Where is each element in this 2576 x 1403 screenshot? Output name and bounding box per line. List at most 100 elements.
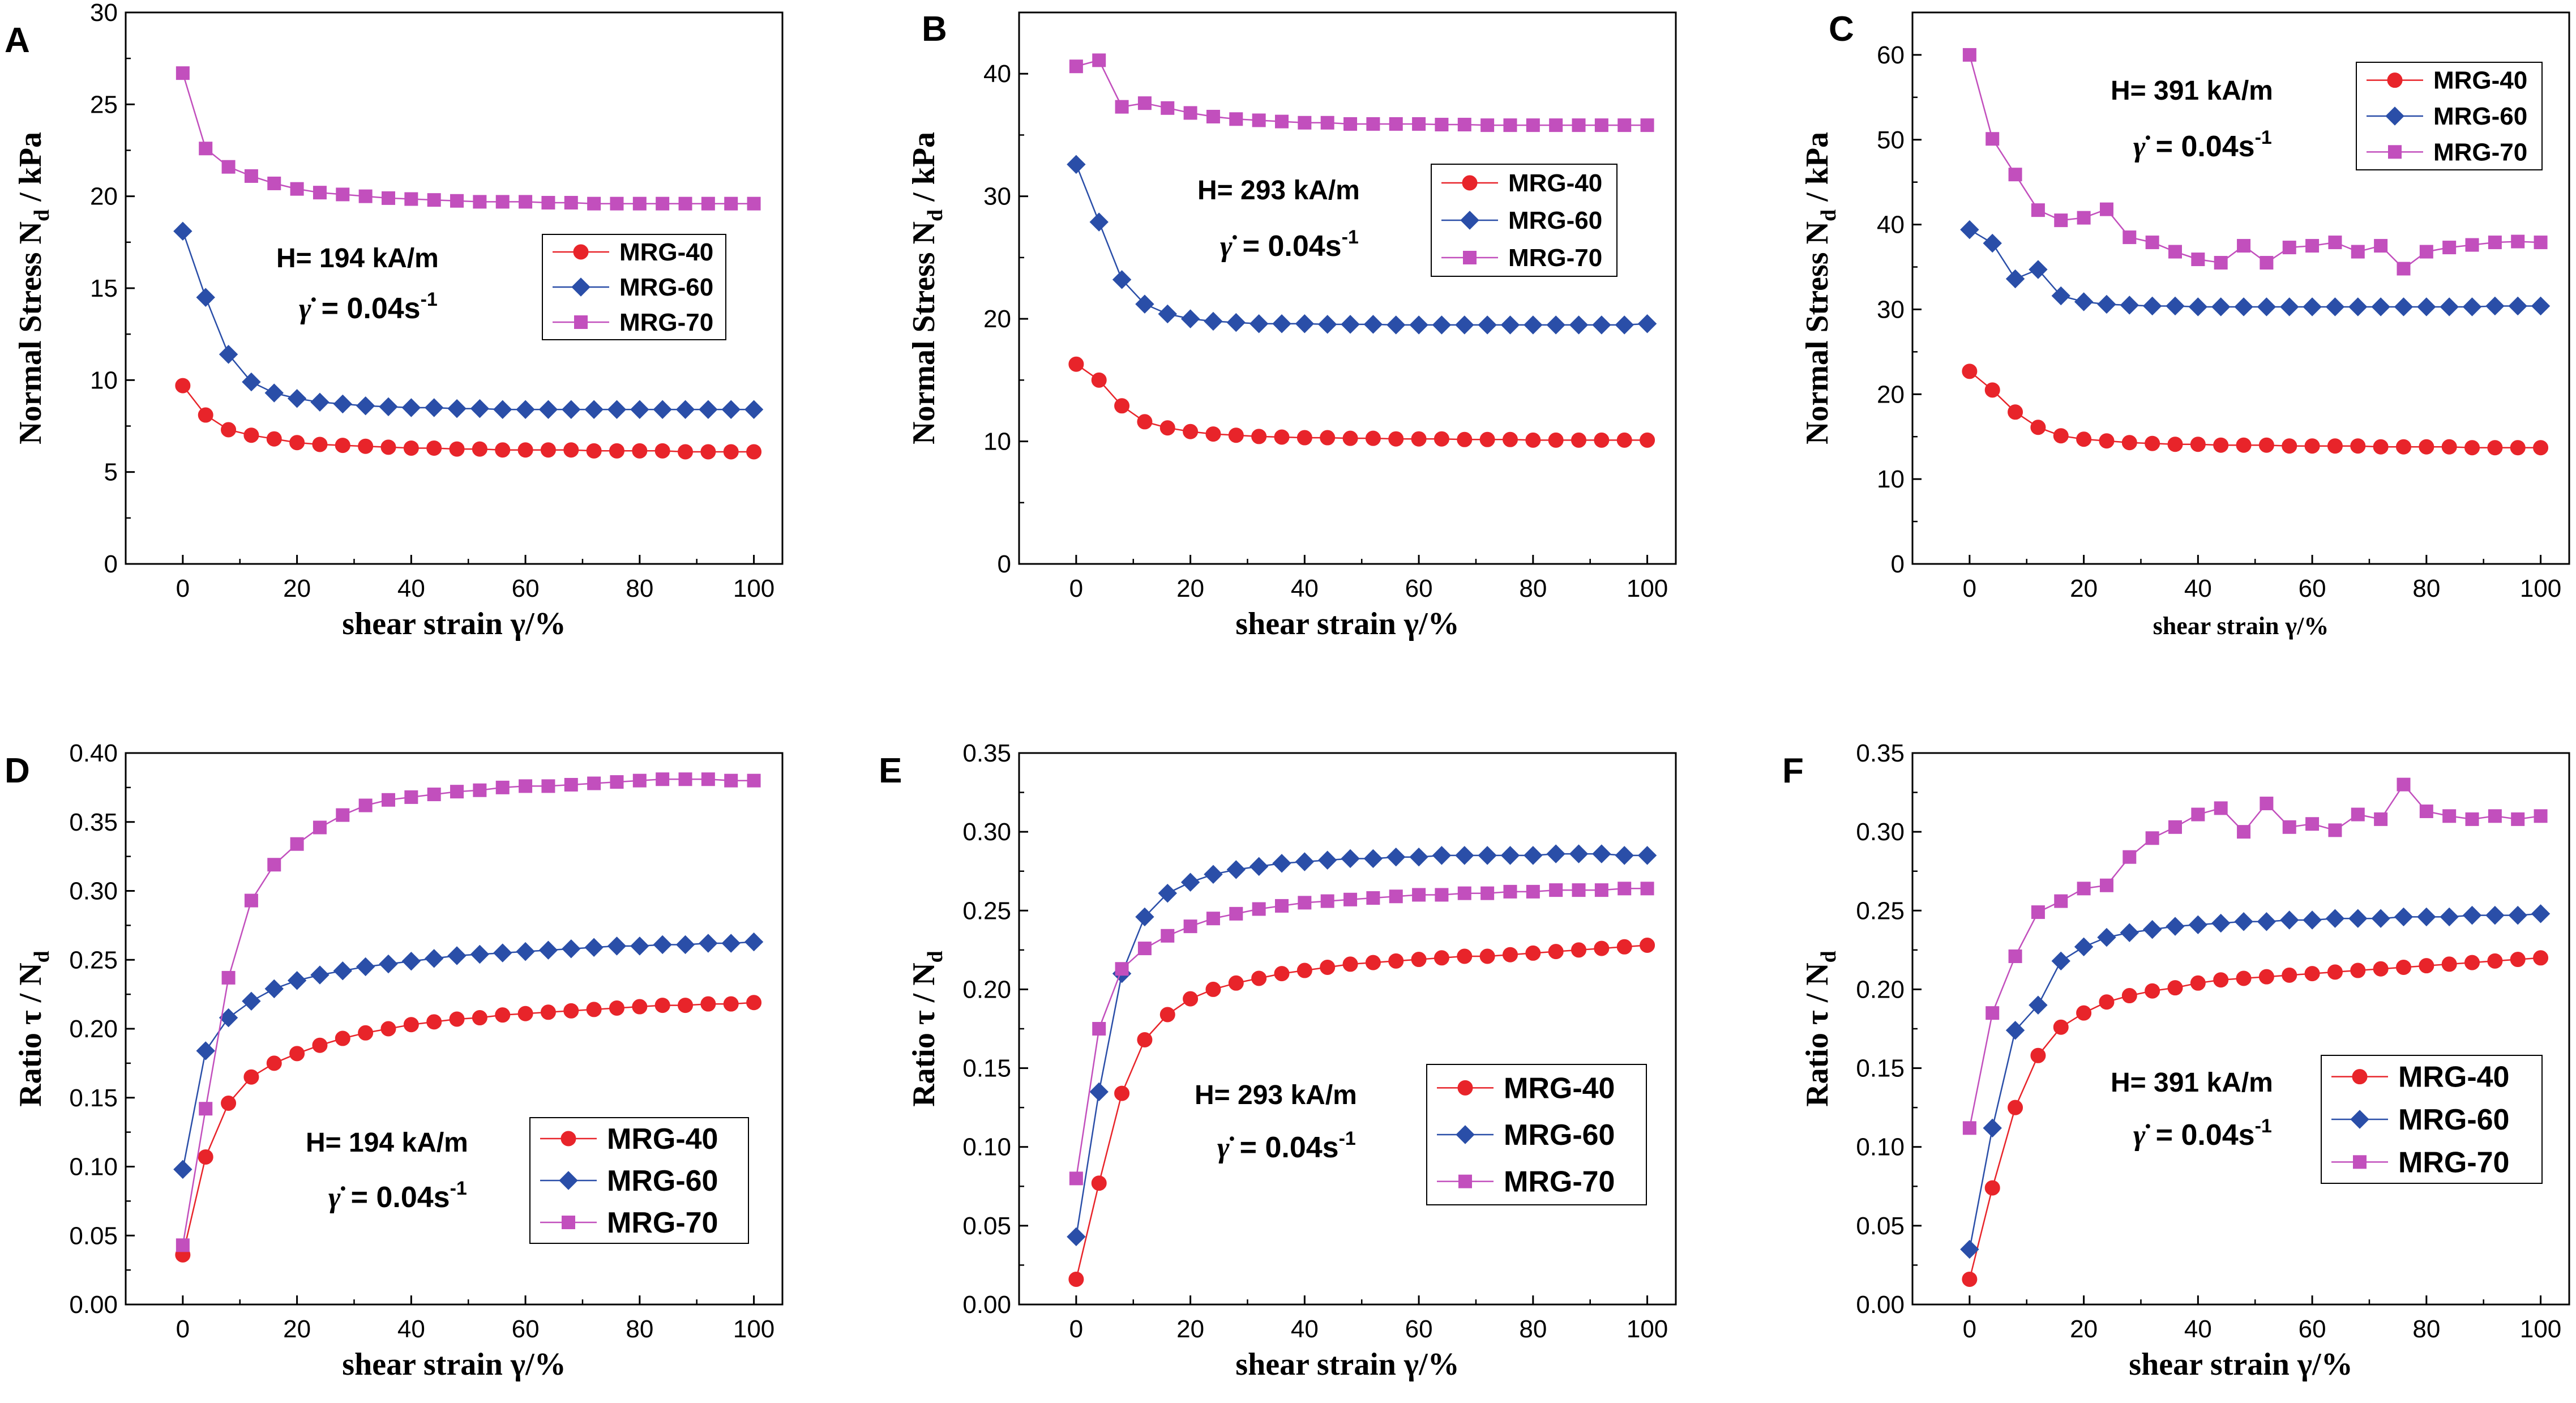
field-annotation: H= 293 kA/m (1197, 176, 1360, 206)
data-point (584, 400, 604, 419)
data-point (470, 944, 490, 964)
y-tick-label: 0.25 (1856, 897, 1905, 925)
series-mrg-40 (175, 378, 762, 460)
legend-swatch-marker (1462, 175, 1478, 191)
data-point (2280, 910, 2299, 930)
legend-swatch-marker (560, 1131, 576, 1147)
x-tick-label: 0 (176, 575, 190, 602)
data-point (2257, 912, 2277, 931)
data-point (2051, 951, 2070, 971)
data-point (1479, 431, 1495, 447)
data-point (1112, 270, 1132, 289)
data-point (1480, 886, 1495, 900)
data-point (1615, 846, 1634, 865)
data-point (1435, 118, 1449, 132)
data-point (1228, 427, 1244, 443)
data-point (2325, 297, 2345, 316)
data-point (404, 192, 418, 206)
data-point (1546, 844, 1565, 863)
y-tick-label: 15 (90, 275, 118, 302)
data-point (1180, 309, 1200, 328)
series-mrg-40 (1068, 938, 1655, 1287)
data-point (2394, 907, 2414, 927)
data-point (516, 942, 535, 961)
data-point (654, 998, 670, 1013)
y-axis-title: Normal Stress Nd / kPa (1800, 132, 1841, 444)
legend-label: MRG-60 (1504, 1119, 1615, 1152)
data-point (2005, 269, 2025, 289)
data-point (2074, 292, 2094, 311)
data-point (2211, 913, 2231, 933)
data-point (2076, 431, 2092, 447)
data-point (1183, 991, 1199, 1007)
data-point (1298, 116, 1312, 130)
data-point (746, 995, 762, 1011)
data-point (198, 407, 213, 423)
data-point (335, 438, 350, 454)
data-point (2417, 297, 2436, 316)
data-point (1114, 1085, 1130, 1101)
data-point (1161, 101, 1175, 115)
data-point (2531, 296, 2551, 316)
data-point (587, 776, 601, 790)
data-point (2374, 812, 2388, 826)
data-point (1249, 857, 1269, 876)
rate-annotation: γ̇ = 0.04s-1 (1217, 1128, 1356, 1164)
data-point (724, 773, 738, 788)
data-point (1525, 432, 1541, 448)
data-point (723, 444, 739, 460)
data-point (723, 996, 739, 1012)
data-point (540, 1004, 556, 1020)
data-point (379, 954, 398, 974)
data-point (1341, 315, 1360, 334)
y-tick-label: 25 (90, 91, 118, 118)
data-point (1343, 892, 1358, 906)
data-point (2280, 297, 2299, 316)
data-point (1455, 315, 1474, 335)
legend: MRG-40 MRG-60 MRG-70 (2321, 1055, 2543, 1184)
data-point (1229, 112, 1243, 126)
data-point (2350, 963, 2366, 978)
data-point (2440, 297, 2459, 316)
data-point (1091, 372, 1107, 388)
data-point (1457, 948, 1473, 964)
y-tick-label: 0.00 (69, 1291, 118, 1319)
data-point (2303, 297, 2322, 316)
data-point (2123, 850, 2137, 864)
data-point (1137, 414, 1153, 430)
data-point (2008, 168, 2022, 182)
data-point (175, 378, 191, 393)
series-mrg-60 (1960, 904, 2551, 1259)
x-tick-label: 20 (283, 1315, 311, 1343)
data-point (2074, 937, 2094, 956)
data-point (2419, 245, 2433, 259)
data-point (1320, 430, 1336, 446)
data-point (1480, 118, 1495, 132)
data-point (1571, 942, 1587, 958)
data-point (1228, 975, 1244, 991)
data-point (563, 1003, 579, 1019)
field-annotation: H= 293 kA/m (1195, 1080, 1357, 1110)
y-tick-label: 0.10 (962, 1133, 1011, 1161)
data-point (1274, 966, 1290, 982)
data-point (2327, 964, 2343, 980)
data-point (724, 196, 738, 211)
data-point (630, 936, 649, 956)
data-point (289, 435, 305, 451)
data-point (2419, 804, 2433, 818)
y-tick-label: 0.05 (1856, 1212, 1905, 1240)
data-point (1089, 212, 1109, 232)
data-point (563, 442, 579, 458)
data-point (199, 1102, 213, 1116)
x-axis-title: shear strain γ/% (2129, 1347, 2352, 1382)
data-point (2533, 950, 2549, 966)
x-tick-label: 20 (1176, 575, 1204, 602)
data-point (1594, 883, 1608, 897)
y-axis-title: Ratio τ / Nd (13, 951, 54, 1107)
data-point (630, 400, 649, 419)
data-point (1275, 899, 1289, 913)
y-tick-label: 0.20 (1856, 976, 1905, 1003)
y-tick-label: 0.15 (69, 1084, 118, 1112)
legend-label: MRG-70 (1508, 244, 1602, 272)
data-point (2328, 236, 2342, 250)
